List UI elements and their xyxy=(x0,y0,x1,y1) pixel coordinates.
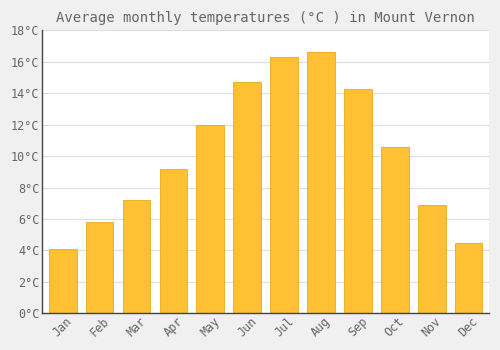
Bar xyxy=(49,249,76,313)
Bar xyxy=(455,243,482,313)
Title: Average monthly temperatures (°C ) in Mount Vernon: Average monthly temperatures (°C ) in Mo… xyxy=(56,11,475,25)
Bar xyxy=(270,57,298,313)
Bar xyxy=(122,200,150,313)
Bar xyxy=(307,52,335,313)
Bar xyxy=(160,169,187,313)
Bar xyxy=(418,205,446,313)
Bar xyxy=(381,147,408,313)
Bar xyxy=(344,89,372,313)
Bar xyxy=(234,82,261,313)
Bar xyxy=(86,222,114,313)
Bar xyxy=(196,125,224,313)
